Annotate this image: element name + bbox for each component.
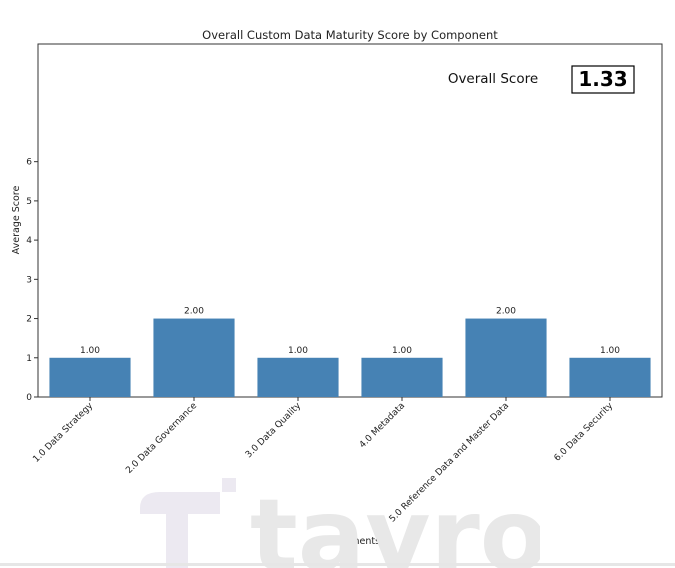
y-tick-label-1: 1	[26, 354, 32, 364]
overall-score-value: 1.33	[578, 67, 627, 91]
bottom-divider	[0, 563, 675, 566]
x-tick-label-5: 5.0 Reference Data and Master Data	[388, 401, 511, 524]
x-tick-label-4: 4.0 Metadata	[358, 401, 407, 450]
overall-score-box	[571, 65, 635, 94]
x-tick-label-2: 2.0 Data Governance	[124, 401, 199, 476]
bar-6	[569, 357, 651, 397]
chart-title: Overall Custom Data Maturity Score by Co…	[202, 28, 498, 42]
y-tick-label-4: 4	[26, 236, 32, 246]
x-axis-label: Components	[320, 536, 380, 547]
y-tick-label-2: 2	[26, 315, 32, 325]
x-axis: 1.0 Data Strategy 2.0 Data Governance 3.0 …	[31, 397, 616, 525]
y-axis-label: Average Score	[11, 186, 22, 255]
value-label-6: 1.00	[600, 346, 620, 356]
bar-2	[153, 318, 235, 397]
overall-score-label: Overall Score	[448, 71, 538, 87]
value-label-1: 1.00	[80, 346, 100, 356]
value-label-2: 2.00	[184, 307, 204, 317]
y-tick-label-3: 3	[26, 275, 32, 285]
x-tick-label-3: 3.0 Data Quality	[244, 401, 304, 461]
y-tick-label-6: 6	[26, 158, 32, 168]
y-tick-label-5: 5	[26, 197, 32, 207]
value-label-3: 1.00	[288, 346, 308, 356]
bar-5	[465, 318, 547, 397]
value-label-4: 1.00	[392, 346, 412, 356]
y-tick-label-0: 0	[26, 393, 32, 403]
value-labels-group: 1.00 2.00 1.00 1.00 2.00 1.00	[80, 307, 620, 356]
plot-area	[37, 43, 663, 398]
bar-1	[49, 357, 131, 397]
value-label-5: 2.00	[496, 307, 516, 317]
bar-3	[257, 357, 339, 397]
x-tick-label-1: 1.0 Data Strategy	[31, 401, 95, 465]
y-axis: 0 1 2 3 4 5 6	[26, 158, 38, 403]
x-tick-label-6: 6.0 Data Security	[553, 401, 616, 464]
bar-4	[361, 357, 443, 397]
bars-group	[49, 318, 651, 397]
